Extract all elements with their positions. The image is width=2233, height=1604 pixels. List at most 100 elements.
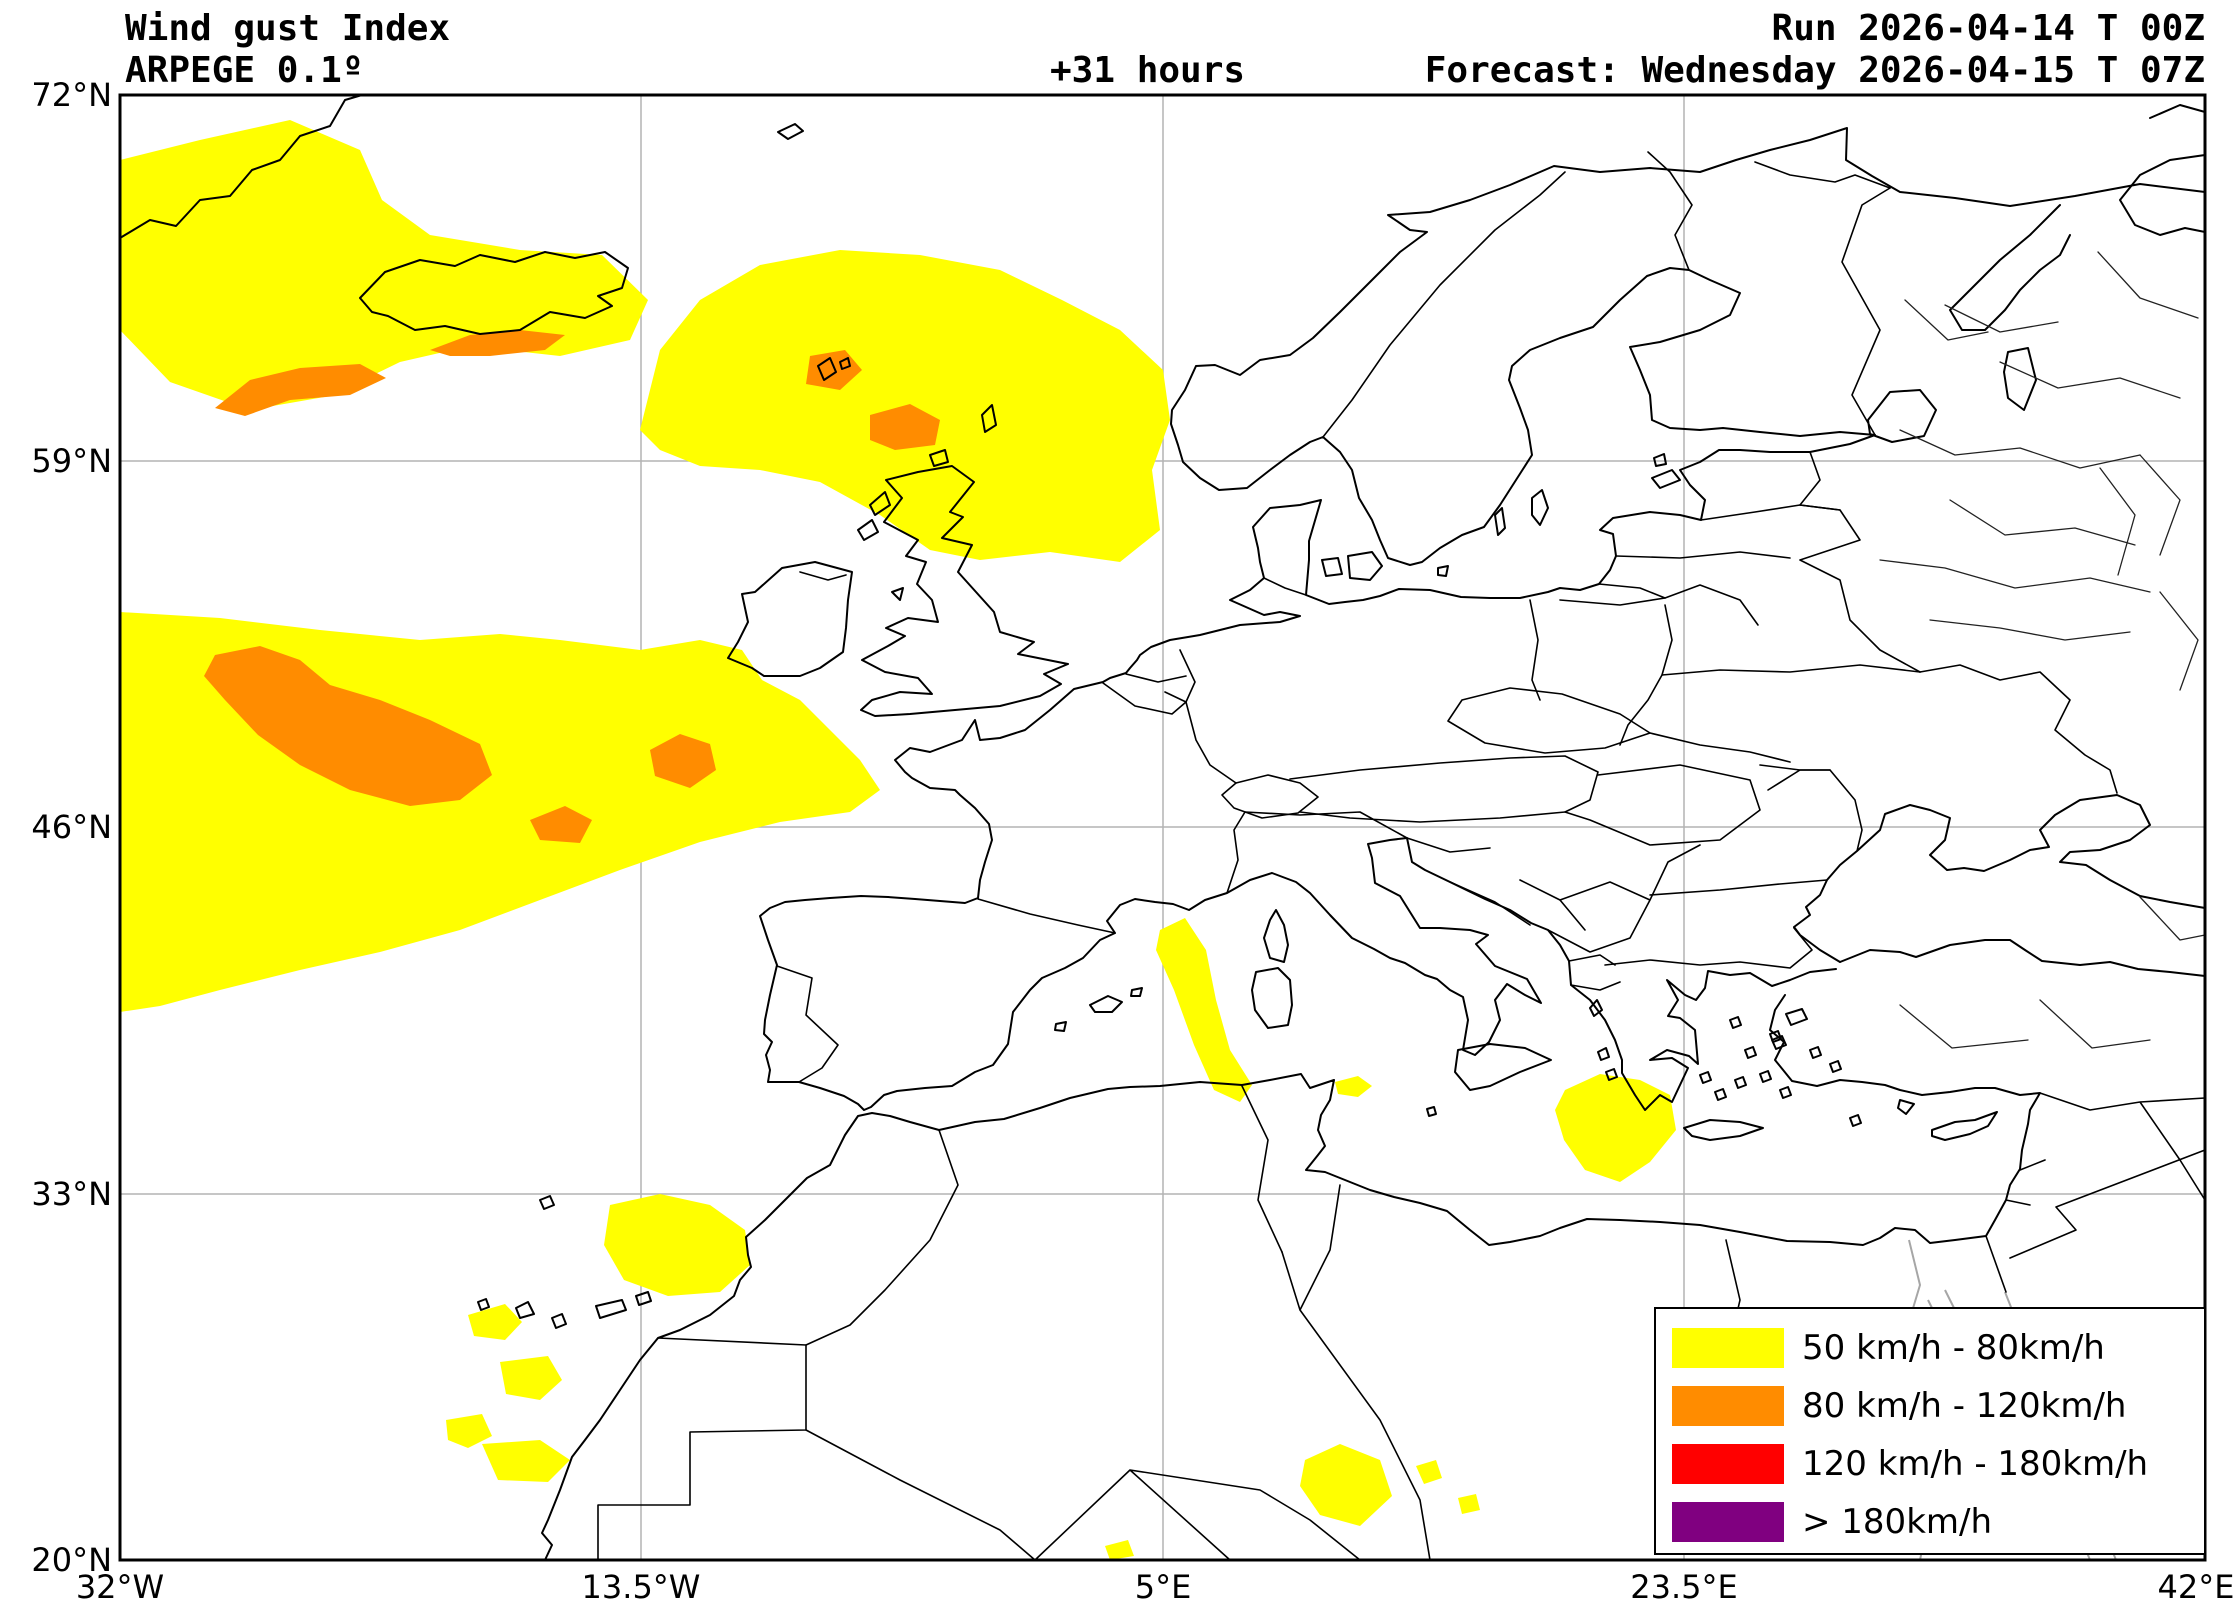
gust-area-yellow-canaries-patch [468,1304,522,1340]
coastlines [119,94,2206,1561]
white-sea-coast [1949,204,2071,331]
gust-area-yellow-canaries-patch [500,1356,562,1400]
jutland-islands [1321,551,1449,581]
border-segment [1929,619,2131,641]
lon-tick-label: 13.5°W [582,1568,701,1604]
lon-tick-label: 32°W [76,1568,164,1604]
border-croatia-bosnia [1449,879,1586,931]
gust-area-yellow-south-of-greece [1555,1074,1676,1182]
border-hungary [1564,764,1761,846]
border-spain-france [977,898,1116,934]
border-western-sahara [597,1337,807,1561]
border-latvia-lithuania [1615,551,1791,559]
regional-borders-east [1879,251,2206,1049]
island-cyprus [1931,1111,1998,1141]
border-serbia [1547,844,1701,953]
island-sicily [1454,1043,1552,1091]
legend-label: 80 km/h - 120km/h [1802,1386,2126,1426]
kanin-coast [2119,154,2206,236]
gust-area-yellow-sicily-strait [1335,1076,1372,1097]
border-czechia [1447,687,1651,754]
lat-tick-label: 59°N [31,442,112,480]
lat-tick-label: 20°N [31,1541,112,1579]
island-gotland [1494,489,1549,536]
madeira-island [539,1195,555,1210]
border-benelux [1102,649,1196,715]
gust-area-orange-sw-iceland [215,364,386,416]
border-segment [1899,429,2141,469]
border-segment [2159,591,2199,691]
island-mallorca [1054,987,1143,1032]
gust-area-yellow-canaries-patch [482,1440,570,1482]
island-sardinia [1251,967,1293,1029]
legend-swatch-yellow [1672,1328,1784,1368]
lake-onega [2003,347,2037,411]
border-algeria-mauritania-mali [805,1429,1361,1561]
border-france-italy [1226,811,1408,894]
island-crete [1683,1119,1764,1141]
orkney-islands [929,449,949,467]
border-segment [2097,251,2199,319]
gust-area-orange-iceland-coast [430,330,565,356]
legend-row: > 180km/h [1672,1502,1992,1542]
border-slovakia-hungary [1649,732,1791,763]
legend: 50 km/h - 80km/h 80 km/h - 120km/h 120 k… [1654,1307,2206,1555]
border-slovenia-croatia [1406,837,1491,853]
gust-area-yellow-sahara-dot [1458,1494,1480,1514]
gust-area-orange-west-brittany-1 [650,734,716,788]
legend-swatch-red [1672,1444,1784,1484]
gust-area-yellow-sahara-dot [1105,1540,1134,1560]
border-germany-poland [1529,599,1541,701]
coastline-scandinavia-baltic [759,127,2206,1111]
lake-ladoga [1867,389,1937,443]
legend-label: 50 km/h - 80km/h [1802,1328,2105,1368]
border-lithuania-belarus [1664,584,1759,626]
border-romania-bulgaria [1649,769,1831,896]
islands [477,347,2037,1329]
border-segment [2039,999,2151,1049]
coastline-blacksea-west-north [1793,794,2206,963]
gust-area-yellow-canaries-patch [446,1414,492,1448]
border-finland-russia [1841,187,1891,436]
greenland-coast [119,94,363,239]
forecast-label: Forecast: Wednesday 2026-04-15 T 07Z [1424,50,2205,91]
border-segment [2139,896,2206,941]
run-label: Run 2026-04-14 T 00Z [1771,8,2205,49]
shetland-islands [981,404,997,433]
legend-swatch-purple [1672,1502,1784,1542]
border-segment [1944,304,2059,333]
canary-islands [477,1291,652,1329]
border-segment [2099,467,2136,576]
hebrides [857,491,891,541]
border-denmark-germany [1263,577,1307,596]
border-greece-north [1568,927,1813,991]
island-malta [1426,1106,1437,1117]
gust-area-orange-mid-atlantic [204,646,492,806]
border-segment [1879,559,2151,593]
islands-estonia [1651,453,1681,489]
gust-area-orange-west-brittany-2 [530,806,592,843]
border-belarus-ukraine [1661,664,1921,676]
border-israel-egypt [1985,1235,2007,1293]
island-ireland [727,561,853,677]
jan-mayen-island [777,123,804,140]
border-portugal-spain [776,965,839,1083]
lat-tick-label: 33°N [31,1175,112,1213]
page-title: Wind gust Index [125,8,451,49]
border-belarus-russia [1799,451,1921,673]
isle-of-man [891,587,904,601]
border-moldova [1759,764,1863,852]
gust-area-yellow-sahara-patch [1300,1444,1392,1526]
legend-swatch-orange [1672,1386,1784,1426]
island-corsica [1263,909,1289,963]
map-frame [118,93,2207,1562]
faroe-islands [817,357,851,381]
wind-gust-layer-orange [204,330,940,843]
legend-row: 50 km/h - 80km/h [1672,1328,2105,1368]
lat-tick-label: 46°N [31,808,112,846]
border-ukraine-russia [1919,664,2118,794]
wind-gust-layer-yellow [120,120,1676,1560]
border-kaliningrad [1559,583,1666,606]
